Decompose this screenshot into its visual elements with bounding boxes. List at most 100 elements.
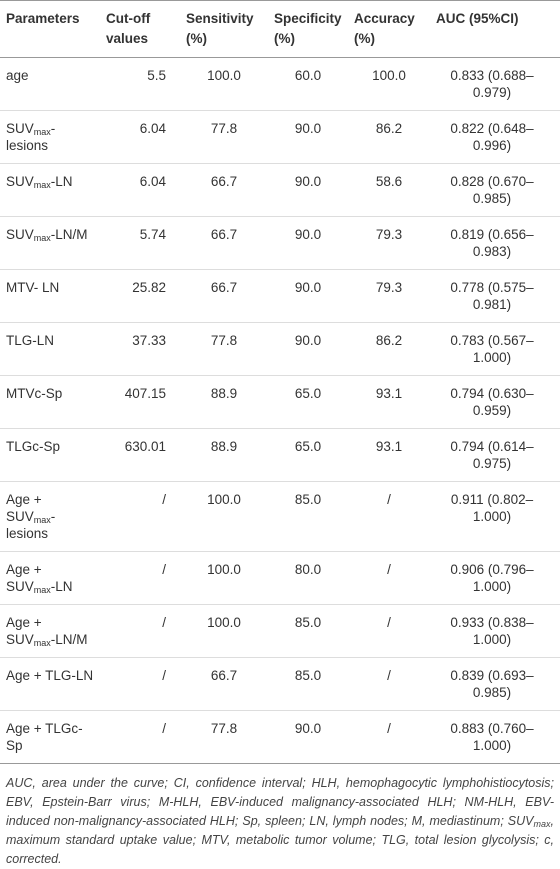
text: Specificity (%)	[274, 11, 342, 46]
text: -lesions	[6, 509, 56, 541]
table-cell: 60.0	[268, 57, 348, 111]
table-cell: 66.7	[180, 216, 268, 270]
table-cell: 407.15	[100, 375, 180, 429]
text: -LN/M	[50, 227, 88, 242]
text: /	[162, 492, 166, 507]
table-cell: 65.0	[268, 428, 348, 482]
text: 88.9	[210, 439, 238, 454]
header-cell: AUC (95%CI)	[430, 0, 560, 58]
table-cell: SUVmax-LN	[0, 163, 100, 217]
footnote: AUC, area under the curve; CI, confidenc…	[0, 764, 560, 869]
header-cell: Cut-off values	[100, 0, 180, 58]
text: 407.15	[124, 386, 166, 401]
table-cell: MTV- LN	[0, 269, 100, 323]
table-row: TLG-LN 37.33 77.8 90.0 86.2 0.783 (0.567–1.00…	[0, 322, 560, 376]
table-cell: 630.01	[100, 428, 180, 482]
text: 93.1	[375, 386, 403, 401]
header-row: Parameters Cut-off values Sensitivity (%) S…	[0, 0, 560, 58]
text: 25.82	[132, 280, 166, 295]
table-cell: 80.0	[268, 551, 348, 605]
text: MTVc-Sp	[6, 386, 63, 401]
header-cell: Accuracy (%)	[348, 0, 430, 58]
table-cell: 5.5	[100, 57, 180, 111]
table-row: SUVmax-LN 6.04 66.7 90.0 58.6 0.828 (0.670–0.…	[0, 163, 560, 217]
text: /	[387, 562, 391, 577]
subscript: max	[33, 127, 51, 137]
text: SUV	[6, 121, 34, 136]
table-cell: 65.0	[268, 375, 348, 429]
table-cell: 90.0	[268, 110, 348, 164]
text: 90.0	[294, 721, 322, 736]
table-cell: 5.74	[100, 216, 180, 270]
text: 77.8	[210, 121, 238, 136]
text: 0.933 (0.838–1.000)	[450, 615, 534, 647]
text: 85.0	[294, 492, 322, 507]
text: Cut-off values	[106, 11, 151, 46]
table-cell: /	[348, 481, 430, 552]
table-cell: SUVmax-lesions	[0, 110, 100, 164]
text: Age + SUV	[6, 615, 42, 647]
text: 6.04	[139, 121, 166, 136]
table-cell: 0.794 (0.614–0.975)	[430, 428, 560, 482]
table-cell: 88.9	[180, 428, 268, 482]
text: age	[6, 68, 29, 83]
table-cell: 90.0	[268, 322, 348, 376]
table-cell: 100.0	[180, 551, 268, 605]
text: 100.0	[207, 492, 241, 507]
table-row: SUVmax-lesions 6.04 77.8 90.0 86.2 0.822 (0.6…	[0, 110, 560, 164]
text: /	[387, 615, 391, 630]
text: 86.2	[375, 121, 403, 136]
text: 66.7	[210, 668, 238, 683]
table-row: Age + SUVmax-lesions / 100.0 85.0 / 0.911 (0.…	[0, 481, 560, 552]
text: 65.0	[294, 386, 322, 401]
table-cell: 79.3	[348, 269, 430, 323]
table-row: SUVmax-LN/M 5.74 66.7 90.0 79.3 0.819 (0.656–…	[0, 216, 560, 270]
table-cell: /	[348, 657, 430, 711]
table-cell: 90.0	[268, 216, 348, 270]
text: 77.8	[210, 721, 238, 736]
subscript: max	[533, 819, 551, 829]
text: Sensitivity (%)	[186, 11, 254, 46]
table-row: MTVc-Sp 407.15 88.9 65.0 93.1 0.794 (0.630–0.…	[0, 375, 560, 429]
table-row: age 5.5 100.0 60.0 100.0 0.833 (0.688–0.979)	[0, 57, 560, 111]
table-cell: Age + SUVmax-LN/M	[0, 604, 100, 658]
text: 0.783 (0.567–1.000)	[450, 333, 534, 365]
subscript: max	[33, 180, 51, 190]
header-cell: Parameters	[0, 0, 100, 58]
table-cell: TLGc-Sp	[0, 428, 100, 482]
text: /	[162, 668, 166, 683]
text: /	[162, 721, 166, 736]
text: Age + TLGc-Sp	[6, 721, 83, 753]
text: Age + SUV	[6, 492, 42, 524]
table-cell: 0.933 (0.838–1.000)	[430, 604, 560, 658]
text: 37.33	[132, 333, 166, 348]
table-cell: 100.0	[348, 57, 430, 111]
table-cell: 0.819 (0.656–0.983)	[430, 216, 560, 270]
text: 0.911 (0.802–1.000)	[450, 492, 534, 524]
text: 0.828 (0.670–0.985)	[450, 174, 534, 206]
table-cell: /	[100, 551, 180, 605]
table-cell: 0.794 (0.630–0.959)	[430, 375, 560, 429]
text: 90.0	[294, 121, 322, 136]
table-cell: 93.1	[348, 375, 430, 429]
table-cell: age	[0, 57, 100, 111]
table-cell: 0.839 (0.693–0.985)	[430, 657, 560, 711]
text: TLGc-Sp	[6, 439, 61, 454]
table-cell: 0.906 (0.796–1.000)	[430, 551, 560, 605]
text: 86.2	[375, 333, 403, 348]
text: -lesions	[6, 121, 56, 153]
data-table: Parameters Cut-off values Sensitivity (%) S…	[0, 0, 560, 764]
table-row: Age + SUVmax-LN/M / 100.0 85.0 / 0.933 (0.838…	[0, 604, 560, 658]
text: 85.0	[294, 615, 322, 630]
text: 100.0	[372, 68, 406, 83]
table-cell: 0.778 (0.575–0.981)	[430, 269, 560, 323]
text: 0.833 (0.688–0.979)	[450, 68, 534, 100]
table-row: Age + SUVmax-LN / 100.0 80.0 / 0.906 (0.796–1…	[0, 551, 560, 605]
table-cell: 93.1	[348, 428, 430, 482]
text: 58.6	[375, 174, 403, 189]
table-cell: 100.0	[180, 57, 268, 111]
table-cell: /	[100, 604, 180, 658]
text: 100.0	[207, 562, 241, 577]
table-cell: Age + TLG-LN	[0, 657, 100, 711]
text: 66.7	[210, 227, 238, 242]
